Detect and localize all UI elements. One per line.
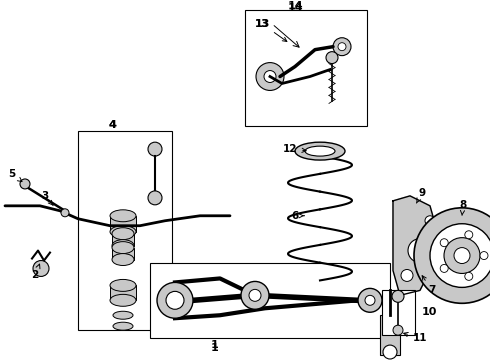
Ellipse shape	[110, 226, 136, 238]
Ellipse shape	[295, 142, 345, 160]
Ellipse shape	[112, 228, 134, 240]
Bar	[110, 216, 136, 232]
Text: 14: 14	[287, 1, 303, 11]
Circle shape	[157, 282, 193, 318]
Ellipse shape	[113, 322, 133, 330]
Circle shape	[61, 209, 69, 217]
Circle shape	[465, 273, 473, 280]
Text: 4: 4	[108, 120, 116, 130]
Circle shape	[444, 238, 480, 274]
Circle shape	[358, 288, 382, 312]
Text: 5: 5	[8, 169, 22, 181]
Ellipse shape	[110, 210, 136, 222]
Bar	[382, 291, 415, 335]
Ellipse shape	[112, 253, 134, 266]
Circle shape	[333, 38, 351, 56]
Bar	[112, 234, 134, 246]
Circle shape	[264, 71, 276, 82]
Ellipse shape	[110, 279, 136, 291]
Bar	[245, 10, 367, 126]
Circle shape	[480, 252, 488, 260]
Circle shape	[249, 289, 261, 301]
Circle shape	[414, 208, 490, 303]
Circle shape	[148, 191, 162, 205]
Bar	[110, 285, 136, 300]
Circle shape	[454, 248, 470, 264]
Circle shape	[148, 142, 162, 156]
Ellipse shape	[110, 294, 136, 306]
Text: 12: 12	[283, 144, 306, 154]
Text: 8: 8	[460, 200, 466, 215]
Ellipse shape	[113, 311, 133, 319]
Text: 3: 3	[41, 191, 53, 206]
Text: 10: 10	[422, 307, 438, 317]
Text: 1: 1	[211, 343, 219, 353]
Bar	[112, 248, 134, 260]
Ellipse shape	[112, 242, 134, 253]
Text: 14: 14	[287, 3, 303, 13]
Circle shape	[166, 291, 184, 309]
Text: 7: 7	[422, 276, 436, 295]
Ellipse shape	[305, 146, 335, 156]
Circle shape	[256, 63, 284, 90]
Text: 11: 11	[404, 332, 427, 343]
Circle shape	[425, 216, 435, 226]
Circle shape	[440, 265, 448, 273]
Circle shape	[401, 270, 413, 282]
Text: 9: 9	[416, 188, 425, 203]
Circle shape	[393, 325, 403, 335]
Circle shape	[33, 261, 49, 276]
Circle shape	[326, 51, 338, 64]
Circle shape	[440, 239, 448, 247]
Text: 13: 13	[255, 19, 287, 41]
Text: 4: 4	[108, 120, 116, 130]
Text: 2: 2	[31, 264, 40, 280]
Text: 1: 1	[211, 340, 219, 350]
Circle shape	[392, 291, 404, 302]
Bar	[150, 262, 390, 338]
Circle shape	[241, 282, 269, 309]
Bar	[380, 315, 400, 355]
Circle shape	[383, 345, 397, 359]
Circle shape	[365, 295, 375, 305]
Circle shape	[430, 224, 490, 287]
Polygon shape	[393, 196, 437, 295]
Ellipse shape	[112, 240, 134, 252]
Circle shape	[20, 179, 30, 189]
Text: 13: 13	[254, 19, 270, 29]
Circle shape	[338, 43, 346, 51]
Circle shape	[408, 239, 432, 262]
Bar	[78, 131, 172, 330]
Text: 6: 6	[292, 211, 304, 221]
Circle shape	[465, 231, 473, 239]
